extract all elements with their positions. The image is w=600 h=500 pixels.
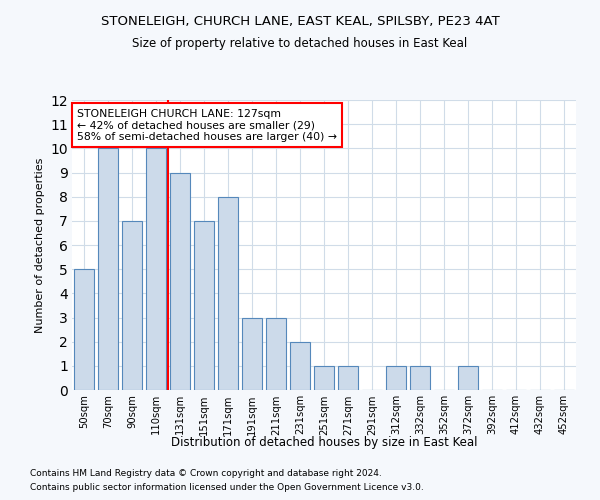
- Bar: [218, 196, 238, 390]
- Bar: [314, 366, 334, 390]
- Text: Contains public sector information licensed under the Open Government Licence v3: Contains public sector information licen…: [30, 484, 424, 492]
- Bar: [146, 148, 166, 390]
- Bar: [458, 366, 478, 390]
- Bar: [194, 221, 214, 390]
- Bar: [386, 366, 406, 390]
- Bar: [74, 269, 94, 390]
- Bar: [170, 172, 190, 390]
- Text: STONELEIGH, CHURCH LANE, EAST KEAL, SPILSBY, PE23 4AT: STONELEIGH, CHURCH LANE, EAST KEAL, SPIL…: [101, 15, 499, 28]
- Bar: [266, 318, 286, 390]
- Text: STONELEIGH CHURCH LANE: 127sqm
← 42% of detached houses are smaller (29)
58% of : STONELEIGH CHURCH LANE: 127sqm ← 42% of …: [77, 108, 337, 142]
- Text: Contains HM Land Registry data © Crown copyright and database right 2024.: Contains HM Land Registry data © Crown c…: [30, 468, 382, 477]
- Text: Size of property relative to detached houses in East Keal: Size of property relative to detached ho…: [133, 38, 467, 51]
- Bar: [338, 366, 358, 390]
- Y-axis label: Number of detached properties: Number of detached properties: [35, 158, 44, 332]
- Bar: [122, 221, 142, 390]
- Bar: [98, 148, 118, 390]
- Bar: [290, 342, 310, 390]
- Bar: [410, 366, 430, 390]
- Text: Distribution of detached houses by size in East Keal: Distribution of detached houses by size …: [171, 436, 477, 449]
- Bar: [242, 318, 262, 390]
